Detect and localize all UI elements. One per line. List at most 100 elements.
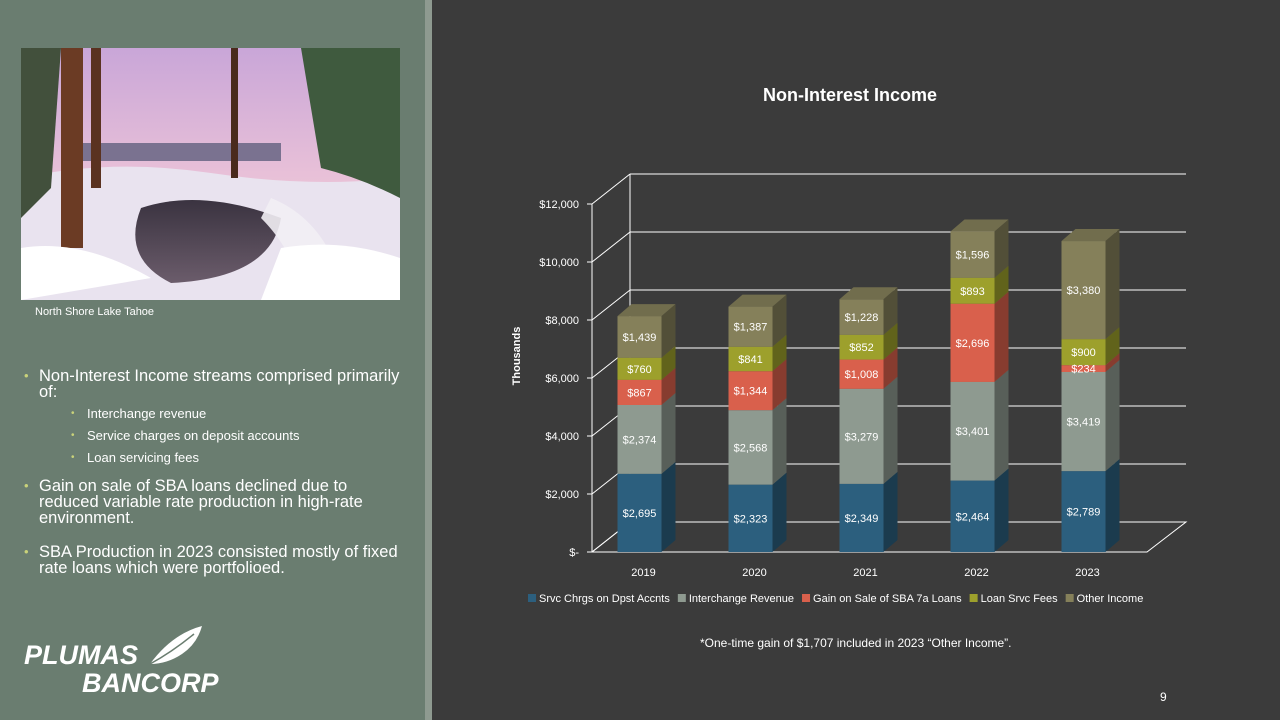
bar-side — [994, 265, 1009, 304]
x-tick-label: 2021 — [853, 567, 877, 579]
bar-segment — [617, 357, 662, 380]
data-label: $2,696 — [956, 338, 990, 350]
bar-segment — [950, 277, 995, 304]
bar-side — [661, 345, 676, 380]
bar-top — [1061, 229, 1120, 242]
data-label: $2,374 — [623, 434, 657, 446]
data-label: $234 — [1071, 364, 1095, 376]
bullet-item: Non-Interest Income streams comprised pr… — [22, 368, 402, 401]
bar-segment — [617, 379, 662, 405]
bar-segment — [1061, 365, 1106, 372]
data-label: $893 — [960, 286, 984, 298]
data-label: $1,344 — [734, 386, 768, 398]
x-tick-label: 2020 — [742, 567, 766, 579]
bar-side — [994, 468, 1009, 552]
data-label: $2,464 — [956, 511, 990, 523]
data-label: $2,695 — [623, 508, 657, 520]
bar-top — [617, 304, 676, 317]
data-label: $2,789 — [1067, 507, 1101, 519]
bar-segment — [728, 410, 773, 485]
data-label: $867 — [627, 387, 651, 399]
y-axis-label: Thousands — [511, 327, 523, 386]
data-label: $900 — [1071, 347, 1095, 359]
bar-side — [1105, 327, 1120, 366]
bar-side — [661, 392, 676, 474]
data-label: $2,568 — [734, 442, 768, 454]
legend-swatch — [677, 594, 686, 602]
legend-swatch — [528, 594, 536, 602]
legend-swatch — [969, 594, 978, 602]
data-label: $1,439 — [623, 332, 657, 344]
bar-side — [1105, 229, 1120, 340]
y-tick-label: $10,000 — [539, 257, 579, 269]
chart-data-labels: $2,695 $2,374 $867 $760 $1,439 $2,323 $2,568 $1… — [623, 250, 1101, 526]
x-tick-label: 2022 — [964, 567, 988, 579]
gridline-side — [591, 231, 631, 263]
bar-side — [883, 347, 898, 389]
gridline-side — [591, 173, 631, 205]
page-number: 9 — [1160, 690, 1167, 704]
data-label: $1,596 — [956, 250, 990, 262]
bar-top — [950, 219, 1009, 232]
chart-bars — [617, 219, 1120, 552]
bar-side — [994, 291, 1009, 382]
gridline-side — [591, 289, 631, 321]
bar-segment — [617, 316, 662, 358]
sub-bullet-item: Loan servicing fees — [22, 450, 402, 466]
panel-divider — [425, 0, 432, 720]
bullet-item: SBA Production in 2023 consisted mostly … — [22, 544, 402, 577]
bar-side — [883, 287, 898, 335]
plumas-bancorp-logo: PLUMAS BANCORP — [24, 626, 219, 696]
bar-segment — [728, 371, 773, 411]
chart-axes: $- $2,000 $4,000 $6,000 $8,000 $10,000 $12,000… — [539, 199, 1100, 579]
x-tick-label: 2023 — [1075, 567, 1099, 579]
y-tick-label: $6,000 — [545, 373, 579, 385]
bar-side — [772, 334, 787, 372]
bullet-list: Non-Interest Income streams comprised pr… — [22, 368, 402, 577]
bar-side — [1105, 353, 1120, 372]
bar-side — [661, 304, 676, 358]
legend-label: Other Income — [1077, 593, 1144, 605]
bar-segment — [728, 346, 773, 372]
data-label: $760 — [627, 364, 651, 376]
data-label: $2,323 — [734, 513, 768, 525]
chart-legend: Srvc Chrgs on Dpst Accnts Interchange Rev… — [528, 593, 1143, 605]
bar-side — [883, 322, 898, 360]
bar-side — [1105, 359, 1120, 472]
x-tick-label: 2019 — [631, 567, 655, 579]
bar-top — [839, 287, 898, 300]
bar-segment — [950, 303, 995, 382]
bar-segment — [1061, 471, 1106, 552]
non-interest-income-chart: $2,695 $2,374 $867 $760 $1,439 $2,323 $2,568 $1… — [511, 85, 1188, 605]
bar-segment — [839, 359, 884, 389]
logo-text-line1: PLUMAS — [24, 640, 138, 670]
bar-side — [883, 376, 898, 484]
bullet-item: Gain on sale of SBA loans declined due t… — [22, 478, 402, 527]
sub-bullet-item: Service charges on deposit accounts — [22, 428, 402, 444]
y-tick-label: $2,000 — [545, 489, 579, 501]
bar-segment — [950, 381, 995, 481]
bar-side — [994, 369, 1009, 481]
data-label: $3,380 — [1067, 285, 1101, 297]
y-tick-label: $12,000 — [539, 199, 579, 211]
bar-side — [772, 472, 787, 552]
bar-segment — [950, 480, 995, 552]
data-label: $1,008 — [845, 369, 879, 381]
data-label: $1,387 — [734, 322, 768, 334]
legend-label: Interchange Revenue — [689, 593, 794, 605]
legend-swatch — [802, 594, 811, 602]
bar-side — [772, 398, 787, 485]
bar-side — [772, 359, 787, 411]
chart-footnote: *One-time gain of $1,707 included in 202… — [700, 636, 1012, 650]
bar-segment — [617, 473, 662, 552]
data-label: $3,401 — [956, 426, 990, 438]
chart-title: Non-Interest Income — [763, 85, 937, 105]
logo-text-line2: BANCORP — [82, 668, 219, 696]
bar-side — [772, 294, 787, 347]
bar-segment — [728, 484, 773, 552]
bar-side — [994, 219, 1009, 278]
lake-tahoe-photo — [21, 48, 400, 300]
y-tick-label: $8,000 — [545, 315, 579, 327]
bar-segment — [950, 231, 995, 278]
bar-top — [728, 294, 787, 307]
